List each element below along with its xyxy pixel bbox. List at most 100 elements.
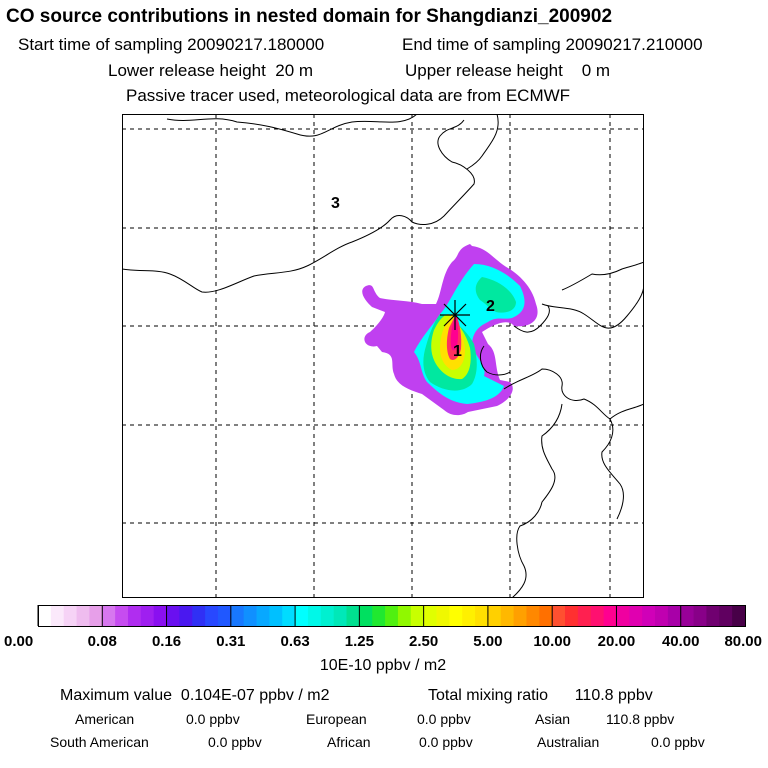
colorbar-swatch-6-1 (436, 605, 450, 626)
colorbar-swatch-1-3 (140, 605, 155, 626)
contrib-african-value: 0.0 ppbv (419, 734, 473, 750)
colorbar-swatch-6-0 (423, 605, 438, 626)
colorbar-swatch-0-2 (63, 605, 78, 626)
colorbar-swatch-7-1 (500, 605, 515, 626)
colorbar-tick-label: 0.63 (280, 633, 309, 650)
colorbar-swatch-10-2 (706, 605, 720, 626)
contrib-american: American (75, 711, 134, 727)
colorbar-swatch-3-2 (256, 605, 270, 626)
colorbar-swatch-3-4 (282, 605, 296, 626)
colorbar-swatch-2-3 (205, 605, 219, 626)
colorbar-swatch-9-0 (616, 605, 630, 626)
contrib-african: African (327, 734, 371, 750)
colorbar-tick-label: 40.00 (662, 633, 700, 650)
colorbar-swatch-1-2 (127, 605, 142, 626)
start-time-value: 20090217.180000 (187, 35, 325, 54)
colorbar-swatch-0-4 (89, 605, 103, 626)
colorbar-swatch-7-4 (539, 605, 553, 626)
colorbar-swatch-1-0 (102, 605, 116, 626)
contrib-asian: Asian (535, 711, 571, 727)
coastline-northeast (561, 261, 644, 291)
contrib-european: European (306, 711, 367, 727)
colorbar-units: 10E-10 ppbv / m2 (0, 657, 768, 675)
colorbar-swatch-7-3 (526, 605, 540, 626)
colorbar-swatch-4-2 (320, 605, 335, 626)
colorbar-swatch-7-2 (513, 605, 528, 626)
region-label-3: 3 (331, 195, 340, 212)
colorbar-swatch-3-3 (269, 605, 283, 626)
colorbar-swatch-10-4 (732, 605, 746, 626)
upper-release: Upper release height 0 m (405, 61, 610, 81)
start-time-label: Start time of sampling (18, 35, 183, 54)
total-mixing-label: Total mixing ratio (428, 687, 549, 704)
colorbar-tick-label: 5.00 (473, 633, 502, 650)
plume (362, 244, 538, 416)
upper-release-label: Upper release height (405, 61, 563, 80)
contrib-south-american: South American (50, 734, 149, 750)
colorbar-swatch-0-1 (50, 605, 65, 626)
colorbar-tick-label: 20.00 (598, 633, 636, 650)
coastlines (122, 114, 644, 598)
contrib-european-value: 0.0 ppbv (417, 711, 471, 727)
max-value-label: Maximum value (60, 687, 173, 704)
colorbar-swatch-10-3 (719, 605, 733, 626)
coastline-bay (479, 345, 511, 376)
colorbar-tick-label: 0.08 (88, 633, 117, 650)
colorbar-tick-label: 0.00 (4, 633, 33, 650)
colorbar-swatch-6-4 (475, 605, 489, 626)
contrib-australian-value: 0.0 ppbv (651, 734, 705, 750)
colorbar-swatch-10-1 (693, 605, 708, 626)
colorbar-swatch-5-4 (410, 605, 425, 626)
max-value: Maximum value 0.104E-07 ppbv / m2 (60, 687, 329, 705)
max-value-value: 0.104E-07 ppbv / m2 (180, 687, 330, 704)
receptor-marker (440, 300, 470, 330)
contrib-australian: Australian (537, 734, 600, 750)
total-mixing-value: 110.8 ppbv (574, 687, 653, 704)
colorbar-swatch-9-2 (642, 605, 656, 626)
contrib-american-value: 0.0 ppbv (186, 711, 240, 727)
colorbar-swatch-8-3 (590, 605, 605, 626)
total-mixing: Total mixing ratio 110.8 ppbv (428, 687, 653, 705)
colorbar-tick-label: 2.50 (409, 633, 438, 650)
upper-release-value: 0 m (581, 61, 611, 80)
chart-title: CO source contributions in nested domain… (6, 6, 613, 27)
contrib-asian-value: 110.8 ppbv (606, 711, 675, 727)
colorbar: 0.00 0.08 0.16 0.31 0.63 1.25 2.50 5.00 10.00 20.… (4, 605, 762, 650)
colorbar-swatch-0-3 (76, 605, 91, 626)
coastline-border-north (166, 114, 418, 137)
coastline-southeast (601, 418, 624, 520)
lower-release-value: 20 m (275, 61, 314, 80)
colorbar-swatch-5-3 (397, 605, 412, 626)
coastline-east-mid (503, 368, 644, 420)
colorbar-swatch-6-3 (462, 605, 476, 626)
map-frame (122, 114, 644, 598)
region-label-1: 1 (453, 343, 462, 360)
start-time: Start time of sampling 20090217.180000 (18, 35, 324, 55)
plume-contour-40.00 (450, 314, 459, 351)
colorbar-swatch-4-4 (346, 605, 360, 626)
colorbar-swatch-8-4 (603, 605, 618, 626)
coastline-east-upper (541, 283, 644, 329)
colorbar-tick-label: 0.31 (216, 633, 245, 650)
colorbar-swatch-9-1 (629, 605, 643, 626)
colorbar-swatch-9-3 (655, 605, 669, 626)
colorbar-swatch-6-2 (449, 605, 463, 626)
coastline-peninsula (513, 305, 550, 333)
colorbar-swatch-5-2 (385, 605, 399, 626)
colorbar-swatch-3-1 (243, 605, 258, 626)
colorbar-swatch-3-0 (230, 605, 245, 626)
tracer-note: Passive tracer used, meteorological data… (126, 86, 571, 105)
colorbar-swatch-9-4 (667, 605, 682, 626)
colorbar-swatch-2-1 (179, 605, 193, 626)
coastline-south (511, 403, 563, 598)
colorbar-swatch-0-0 (38, 605, 52, 626)
end-time-value: 20090217.210000 (565, 35, 703, 54)
colorbar-tick-label: 1.25 (345, 633, 374, 650)
end-time: End time of sampling 20090217.210000 (402, 35, 703, 55)
colorbar-swatch-4-1 (307, 605, 322, 626)
colorbar-swatch-8-2 (577, 605, 592, 626)
colorbar-tick-label: 80.00 (724, 633, 762, 650)
colorbar-swatch-1-1 (115, 605, 129, 626)
map-gridlines (122, 114, 644, 598)
colorbar-swatch-2-4 (217, 605, 232, 626)
